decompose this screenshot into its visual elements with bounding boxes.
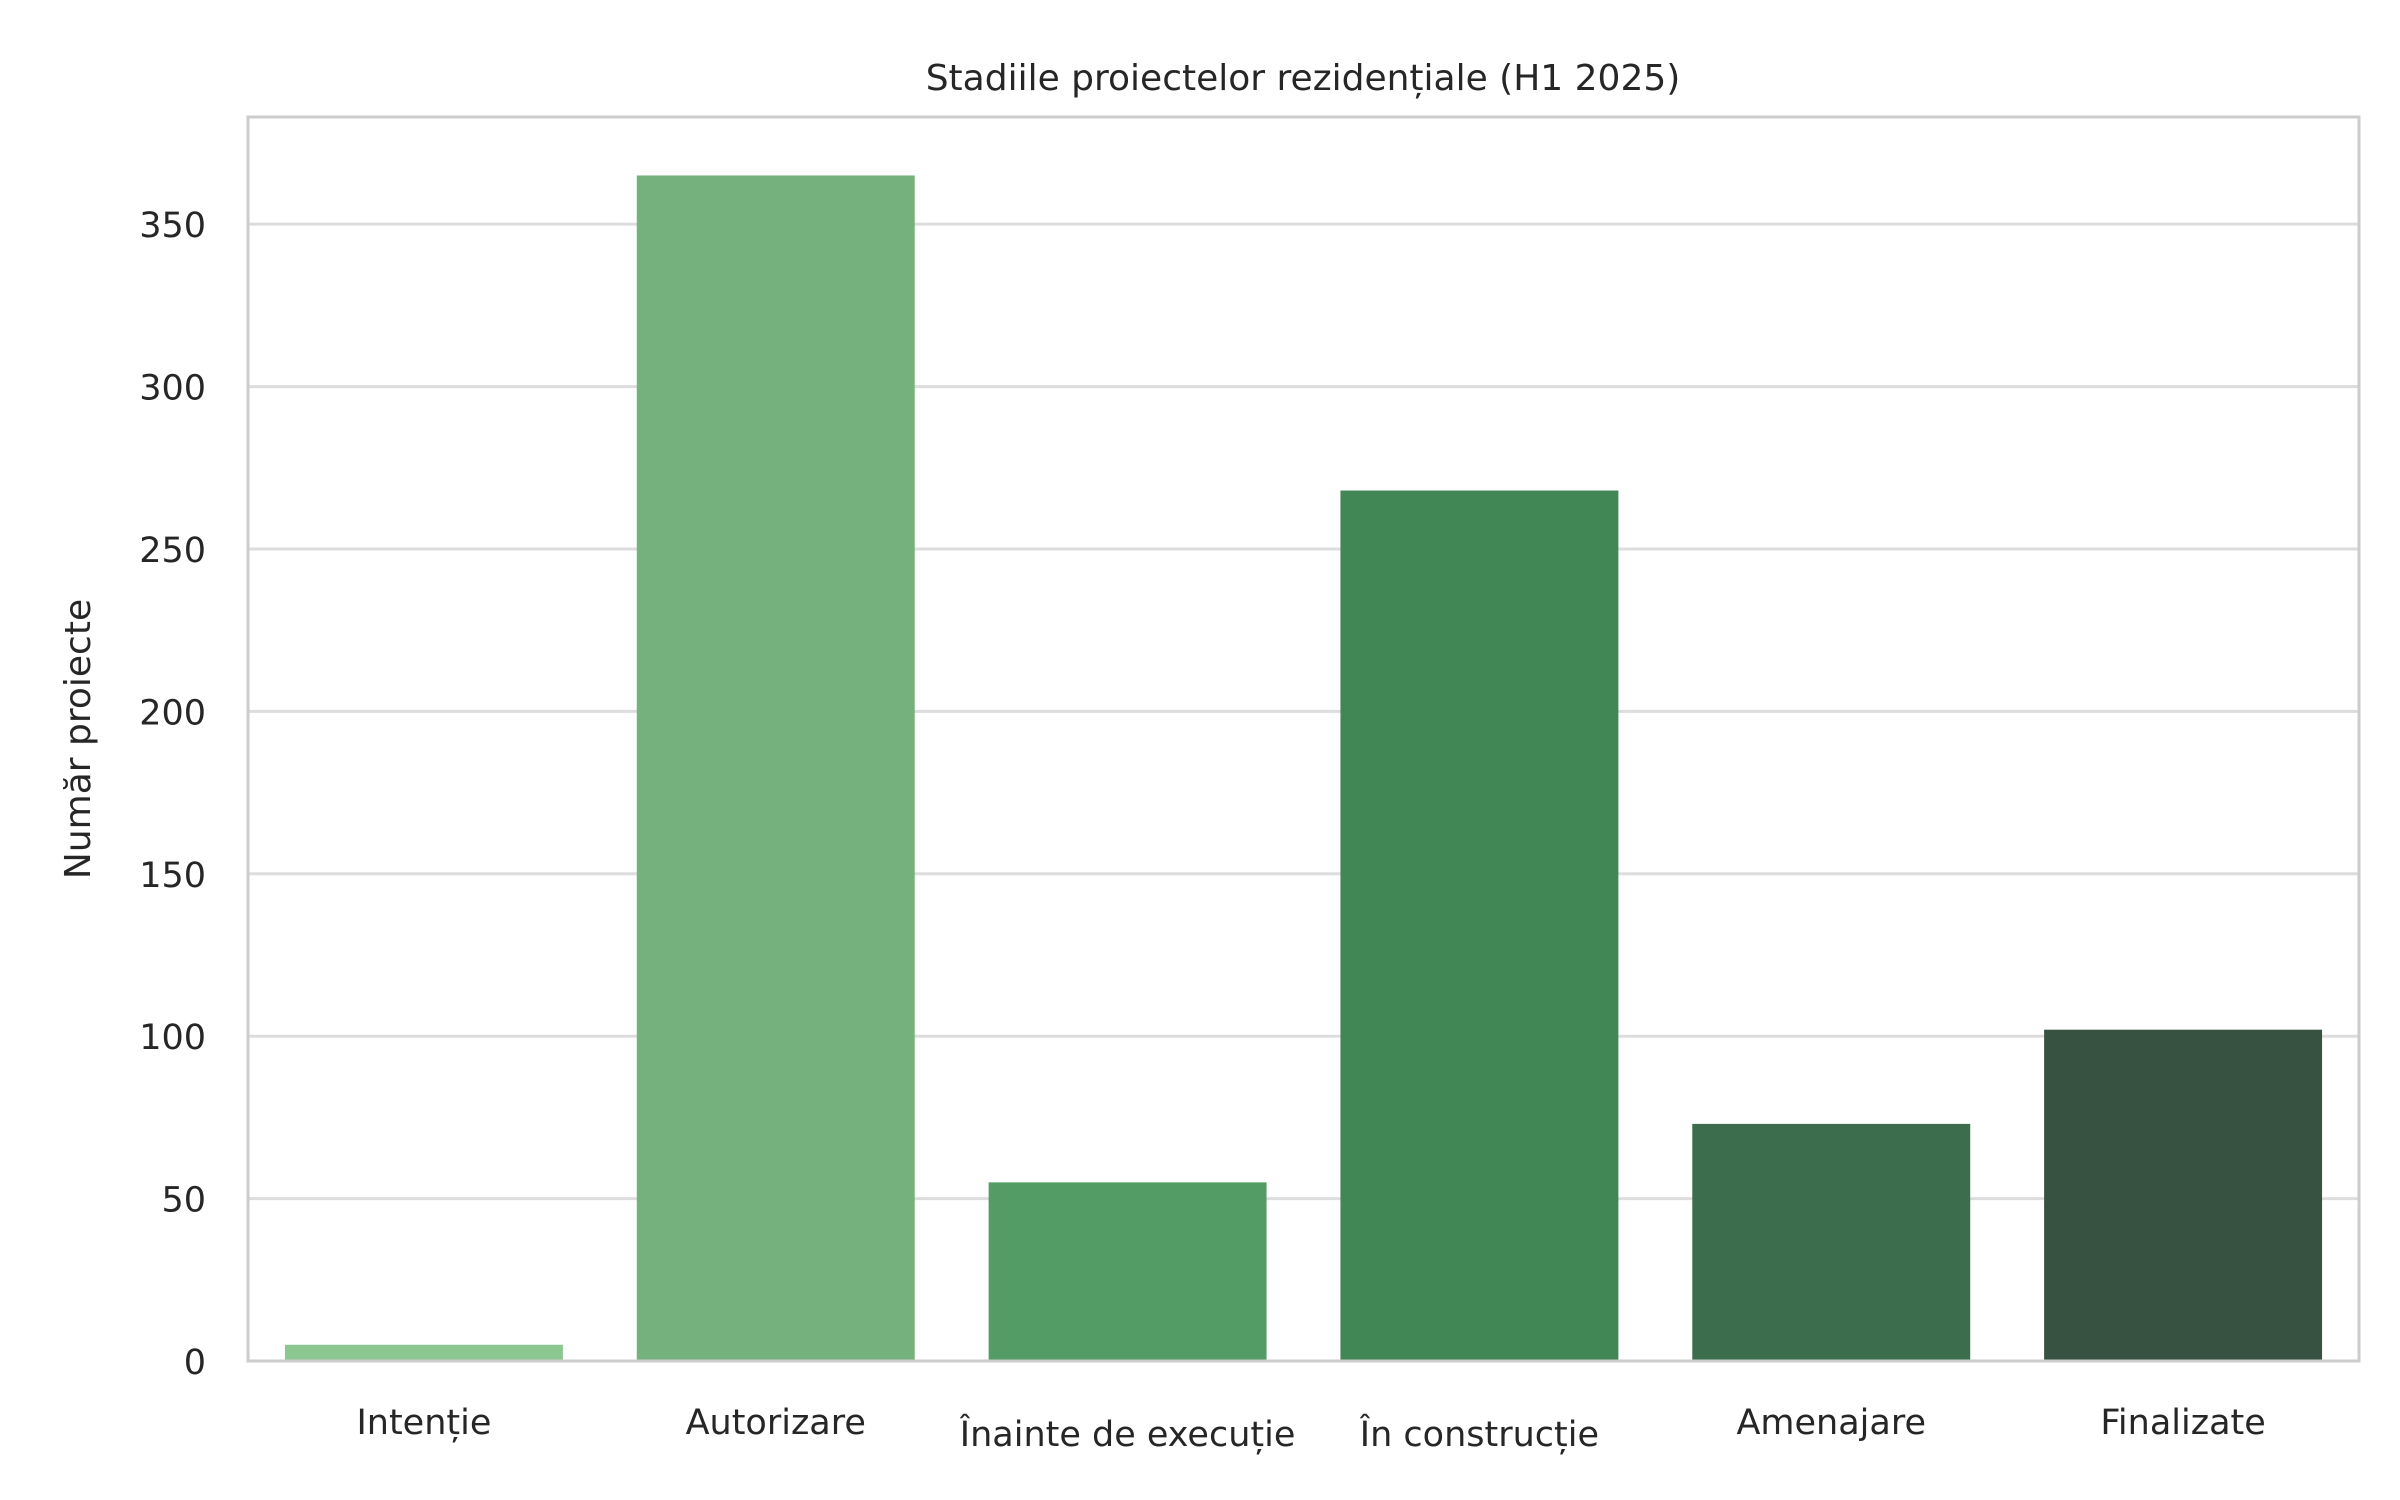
bars bbox=[284, 175, 2323, 1362]
y-tick-label: 0 bbox=[184, 1343, 206, 1383]
y-tick-label: 50 bbox=[161, 1181, 206, 1221]
bar-4 bbox=[1340, 490, 1619, 1362]
chart-title: Stadiile proiectelor rezidențiale (H1 20… bbox=[926, 58, 1681, 99]
x-tick-label: Intenție bbox=[356, 1403, 491, 1443]
y-tick-label: 200 bbox=[139, 693, 206, 733]
bar-1 bbox=[284, 1344, 563, 1361]
y-tick-label: 350 bbox=[139, 206, 206, 246]
y-tick-label: 150 bbox=[139, 856, 206, 896]
y-tick-label: 250 bbox=[139, 531, 206, 571]
x-tick-label: În construcție bbox=[1359, 1413, 1599, 1455]
x-tick-label: Autorizare bbox=[686, 1403, 866, 1443]
bar-2 bbox=[636, 175, 915, 1362]
y-tick-labels: 0 50 100 150 200 250 300 350 bbox=[139, 206, 206, 1383]
x-tick-label: Amenajare bbox=[1736, 1403, 1926, 1443]
y-tick-label: 300 bbox=[139, 369, 206, 409]
x-tick-label: Înainte de execuție bbox=[959, 1413, 1296, 1455]
bar-5 bbox=[1692, 1123, 1971, 1361]
y-axis-title: Număr proiecte bbox=[58, 599, 99, 879]
x-tick-labels: Intenție Autorizare Înainte de execuție În … bbox=[356, 1403, 2265, 1455]
plot-frame bbox=[246, 115, 2361, 1363]
x-tick-label: Finalizate bbox=[2100, 1403, 2265, 1443]
bar-6 bbox=[2044, 1029, 2323, 1361]
bar-3 bbox=[988, 1182, 1267, 1361]
grid-lines bbox=[248, 222, 2359, 1201]
plot-background bbox=[248, 117, 2359, 1361]
y-tick-label: 100 bbox=[139, 1018, 206, 1058]
